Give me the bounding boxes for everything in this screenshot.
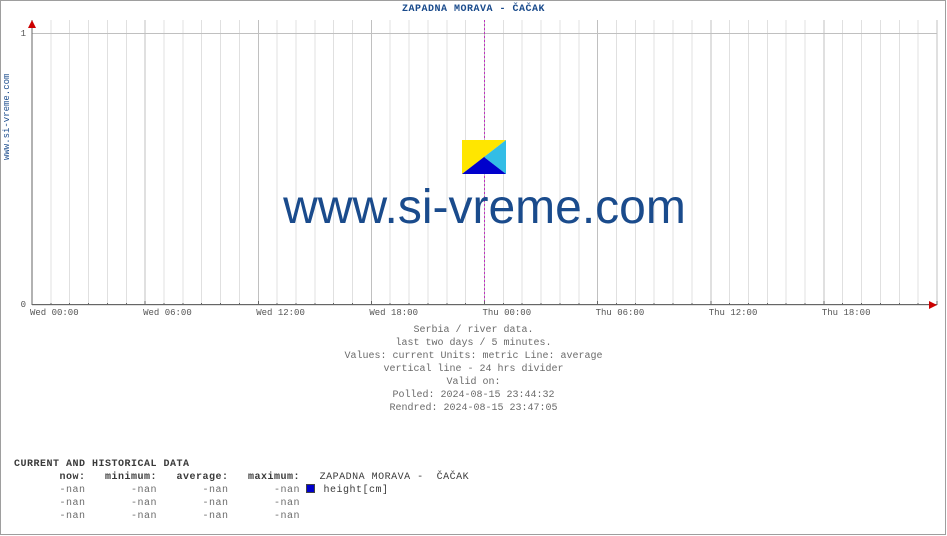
y-tick-label: 1: [21, 29, 26, 39]
y-axis-ticks: 01: [0, 20, 30, 305]
footer-header: CURRENT AND HISTORICAL DATA: [14, 458, 469, 471]
x-tick-label: Thu 18:00: [822, 308, 871, 318]
chart-plot-area: [32, 20, 937, 305]
meta-line: Polled: 2024-08-15 23:44:32: [0, 389, 947, 402]
data-table: CURRENT AND HISTORICAL DATA now: minimum…: [14, 458, 469, 523]
meta-line: Values: current Units: metric Line: aver…: [0, 350, 947, 363]
table-row: -nan -nan -nan -nan: [14, 510, 469, 523]
x-tick-label: Wed 12:00: [256, 308, 305, 318]
y-tick-label: 0: [21, 300, 26, 310]
table-row: -nan -nan -nan -nan height[cm]: [14, 484, 469, 497]
meta-line: Rendred: 2024-08-15 23:47:05: [0, 402, 947, 415]
x-tick-label: Wed 00:00: [30, 308, 79, 318]
chart-title: ZAPADNA MORAVA - ČAČAK: [0, 4, 947, 15]
chart-meta-caption: Serbia / river data.last two days / 5 mi…: [0, 324, 947, 415]
x-axis-ticks: Wed 00:00 Wed 06:00 Wed 12:00 Wed 18:00 Thu …: [32, 308, 937, 320]
table-row: -nan -nan -nan -nan: [14, 497, 469, 510]
x-tick-label: Thu 00:00: [483, 308, 532, 318]
x-tick-label: Wed 06:00: [143, 308, 192, 318]
x-tick-label: Thu 06:00: [596, 308, 645, 318]
meta-line: last two days / 5 minutes.: [0, 337, 947, 350]
legend-swatch: [306, 484, 315, 493]
meta-line: Valid on:: [0, 376, 947, 389]
meta-line: vertical line - 24 hrs divider: [0, 363, 947, 376]
x-tick-label: Wed 18:00: [369, 308, 418, 318]
footer-columns-row: now: minimum: average: maximum: ZAPADNA …: [14, 471, 469, 484]
meta-line: Serbia / river data.: [0, 324, 947, 337]
legend-label: height[cm]: [317, 485, 389, 496]
x-tick-label: Thu 12:00: [709, 308, 758, 318]
